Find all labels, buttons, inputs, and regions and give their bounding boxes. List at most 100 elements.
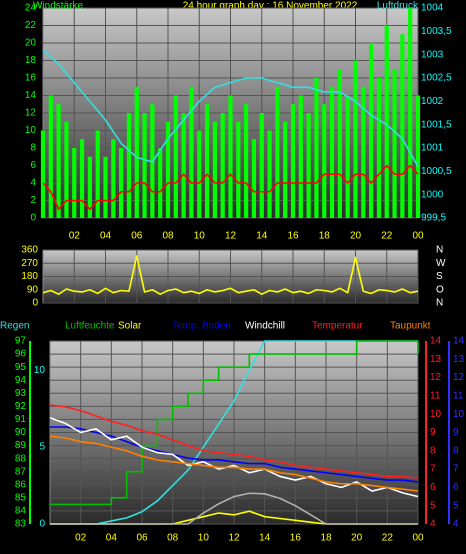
y-tick-label: 5 <box>430 500 436 511</box>
y-tick-label: 14 <box>25 90 37 101</box>
y-tick-label: 8 <box>30 143 36 154</box>
legend-label: Taupunkt <box>390 321 431 332</box>
y-tick-label: 1001 <box>421 143 444 154</box>
y-tick-label: S <box>436 271 443 282</box>
bar <box>259 113 264 218</box>
x-tick-label: 08 <box>162 231 174 242</box>
bar <box>345 95 350 218</box>
y-tick-label: 2 <box>30 195 36 206</box>
y-tick-label: 12 <box>453 372 465 383</box>
bar <box>361 86 366 218</box>
y-tick-label: 360 <box>21 245 38 256</box>
x-tick-label: 00 <box>412 533 424 544</box>
x-tick-label: 10 <box>198 533 210 544</box>
bar <box>64 121 69 218</box>
x-tick-label: 14 <box>259 533 271 544</box>
y-tick-label: 8 <box>453 445 459 456</box>
x-tick-label: 16 <box>287 231 299 242</box>
x-tick-label: 18 <box>319 231 331 242</box>
y-tick-label: 1002,5 <box>421 73 452 84</box>
y-tick-label: 89 <box>15 440 27 451</box>
bar <box>236 121 241 218</box>
bar <box>337 69 342 218</box>
bar <box>392 69 397 218</box>
bar <box>87 156 92 218</box>
bar <box>408 8 413 218</box>
bar <box>126 113 132 218</box>
x-tick-label: 20 <box>351 533 363 544</box>
bar <box>212 121 217 218</box>
bar <box>95 130 100 218</box>
y-tick-label: W <box>436 258 446 269</box>
y-tick-label: 13 <box>430 354 442 365</box>
y-tick-label: N <box>436 298 443 309</box>
bar <box>369 43 374 218</box>
bar <box>72 148 77 218</box>
bar <box>111 139 116 218</box>
line <box>49 435 419 492</box>
legend-label: Luftdruck <box>377 1 419 12</box>
y-tick-label: 96 <box>15 349 27 360</box>
y-tick-label: 83 <box>15 519 27 530</box>
y-tick-label: O <box>436 284 444 295</box>
x-tick-label: 04 <box>100 231 112 242</box>
x-tick-label: 02 <box>69 231 81 242</box>
legend-label: Windchill <box>245 321 285 332</box>
bar <box>228 95 233 218</box>
line <box>42 164 419 211</box>
x-tick-label: 14 <box>256 231 268 242</box>
y-tick-label: 85 <box>15 492 27 503</box>
y-tick-label: 270 <box>21 258 38 269</box>
legend-label: Regen <box>0 321 29 332</box>
y-tick-label: 7 <box>453 464 459 475</box>
x-tick-label: 08 <box>167 533 179 544</box>
bar <box>329 86 335 218</box>
y-tick-label: 4 <box>453 519 459 530</box>
bar <box>306 113 311 218</box>
y-tick-label: 20 <box>25 38 37 49</box>
y-tick-label: 1003 <box>421 49 444 60</box>
y-tick-label: 1001,5 <box>421 119 452 130</box>
bar <box>298 95 303 218</box>
line <box>42 255 419 295</box>
y-tick-label: 16 <box>25 73 37 84</box>
step-line <box>50 340 419 506</box>
bar <box>204 104 210 218</box>
bar <box>48 95 53 218</box>
y-tick-label: 13 <box>453 354 465 365</box>
y-tick-label: 1004 <box>421 3 444 14</box>
line <box>50 426 419 483</box>
bar <box>181 113 186 218</box>
y-tick-label: 9 <box>430 427 436 438</box>
y-tick-label: 86 <box>15 479 27 490</box>
y-tick-label: 84 <box>15 506 27 517</box>
x-tick-label: 22 <box>382 533 394 544</box>
x-tick-label: 06 <box>136 533 148 544</box>
y-tick-label: 10 <box>430 409 442 420</box>
bar <box>142 113 147 218</box>
y-tick-label: 90 <box>27 284 39 295</box>
x-tick-label: 00 <box>412 231 424 242</box>
line <box>49 417 419 498</box>
y-tick-label: 10 <box>25 125 37 136</box>
x-tick-label: 10 <box>194 231 206 242</box>
x-tick-label: 16 <box>290 533 302 544</box>
y-tick-label: 1000,5 <box>421 166 452 177</box>
legend-label: Solar <box>118 321 142 332</box>
bar <box>415 95 421 218</box>
y-tick-label: N <box>436 245 443 256</box>
bar <box>197 130 202 218</box>
y-tick-label: 4 <box>430 519 436 530</box>
y-tick-label: 93 <box>15 388 27 399</box>
y-tick-label: 24 <box>25 3 37 14</box>
bar <box>40 130 46 218</box>
bar <box>275 86 280 218</box>
bar <box>283 121 288 218</box>
y-tick-label: 5 <box>39 442 45 453</box>
bar <box>400 34 405 218</box>
y-tick-label: 18 <box>25 55 37 66</box>
x-tick-label: 04 <box>106 533 118 544</box>
bar <box>384 25 389 218</box>
x-tick-label: 22 <box>381 231 393 242</box>
